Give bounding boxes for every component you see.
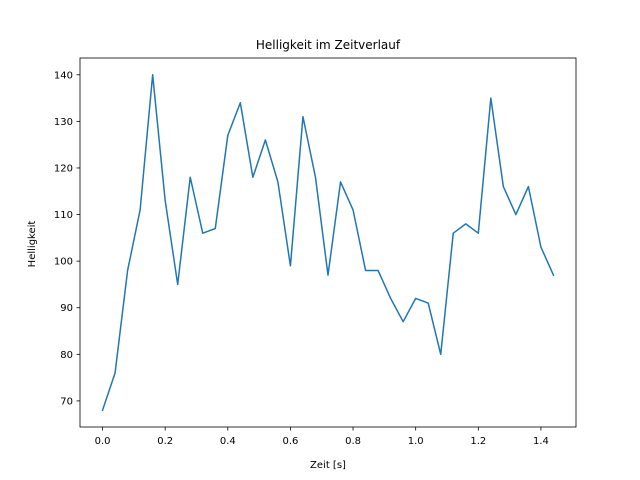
x-tick-label: 1.4 [533,436,549,447]
x-tick-label: 1.0 [408,436,424,447]
x-tick-label: 0.0 [95,436,111,447]
y-tick-label: 90 [60,303,73,314]
y-tick-label: 80 [60,350,73,361]
x-tick-label: 0.4 [220,436,236,447]
series-line [101,74,555,412]
plot-area-frame [79,57,577,428]
x-tick-label: 1.2 [470,436,486,447]
y-axis-label: Helligkeit [27,221,38,268]
y-tick-label: 130 [54,117,73,128]
x-axis-label: Zeit [s] [310,460,346,471]
x-tick-label: 0.8 [345,436,361,447]
y-tick-label: 120 [54,163,73,174]
x-axis-ticks: 0.0 0.2 0.4 0.6 0.8 1.0 1.2 1.4 [95,427,549,447]
chart-title: Helligkeit im Zeitverlauf [256,38,401,52]
x-tick-label: 0.6 [282,436,298,447]
y-tick-label: 110 [54,210,73,221]
x-tick-label: 0.2 [157,436,173,447]
y-tick-label: 70 [60,396,73,407]
y-tick-label: 140 [54,70,73,81]
y-tick-label: 100 [54,257,73,268]
y-axis-ticks: 70 80 90 100 110 120 130 140 [54,70,80,407]
